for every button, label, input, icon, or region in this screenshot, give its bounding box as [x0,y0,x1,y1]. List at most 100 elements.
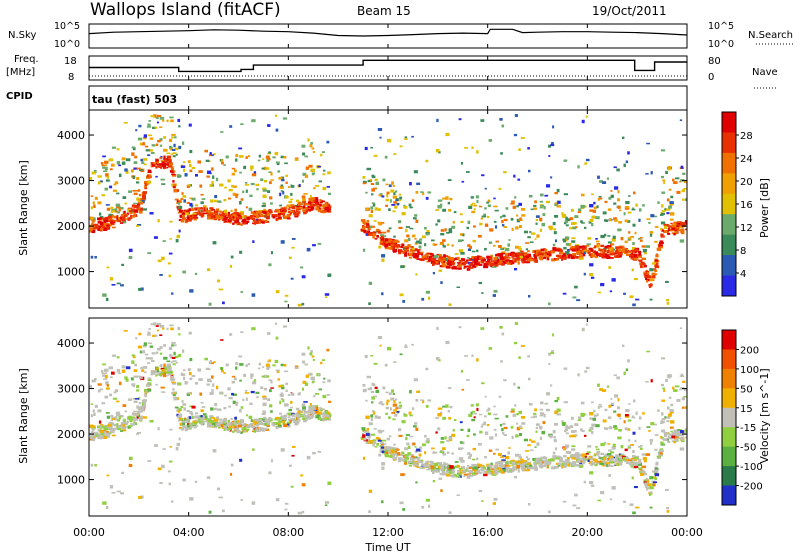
power-echo [147,154,151,157]
freq-tick-hi: 18 [64,56,77,67]
velocity-echo [211,362,214,365]
velocity-echo [452,475,456,478]
velocity-echo [448,511,452,514]
velocity-echo [660,383,664,387]
velocity-echo [265,427,268,430]
power-echo [122,216,126,219]
power-echo [117,216,121,221]
power-echo [433,261,438,265]
velocity-echo [308,406,313,410]
velocity-echo [276,369,280,374]
power-echo [166,166,169,169]
velocity-echo [470,404,474,407]
velocity-echo [133,417,137,420]
power-echo [577,211,581,214]
velocity-echo [380,446,384,449]
power-echo [596,244,600,248]
power-echo [109,277,114,281]
velocity-echo [607,464,611,467]
velocity-echo [572,464,575,467]
power-echo [597,291,601,294]
velocity-echo [514,453,519,457]
power-echo [616,255,621,258]
power-echo [146,175,150,178]
power-echo [645,277,647,280]
velocity-echo [133,422,137,425]
power-echo [611,252,616,256]
power-echo [262,189,267,192]
power-echo [431,239,435,242]
velocity-echo [216,416,220,420]
power-echo [223,220,226,223]
power-echo [317,242,322,245]
velocity-echo [317,413,321,417]
power-echo [371,188,375,192]
power-echo [563,256,567,259]
velocity-echo [139,377,143,379]
power-echo [92,225,96,228]
velocity-echo [235,366,238,370]
velocity-echo [268,471,272,475]
velocity-echo [282,399,285,403]
velocity-echo [131,423,136,426]
velocity-echo [235,402,238,407]
power-echo [317,209,322,213]
velocity-echo [547,461,552,465]
power-echo [302,198,306,202]
velocity-echo [417,457,421,459]
power-echo [237,214,242,217]
velocity-echo [468,470,473,474]
velocity-echo [252,448,255,451]
velocity-echo [177,382,181,385]
power-echo [324,206,329,210]
power-echo [246,216,250,220]
power-echo [414,214,418,217]
power-echo [374,178,378,181]
velocity-echo [110,431,115,434]
power-echo [584,245,587,248]
power-echo [269,181,272,185]
power-echo [540,193,544,197]
velocity-echo [426,441,430,444]
power-echo [399,250,404,253]
velocity-echo [281,415,286,418]
power-echo [409,227,414,230]
velocity-echo [529,467,534,470]
power-echo [517,261,520,265]
power-echo [546,258,550,260]
velocity-echo [437,413,442,417]
power-echo [94,196,98,200]
power-echo [540,248,544,252]
power-echo [113,219,118,222]
power-echo [142,197,147,200]
power-echo [116,192,120,195]
power-echo [327,210,332,213]
velocity-echo [393,443,396,446]
power-echo [316,205,320,207]
power-echo [508,252,512,257]
power-echo [91,222,94,226]
velocity-echo [580,459,585,463]
power-echo [362,176,366,179]
power-echo [101,164,106,167]
noise-hi-right: 10^5 [708,21,734,32]
velocity-echo [390,397,395,401]
velocity-echo [147,460,152,462]
velocity-echo [393,409,397,412]
power-echo [617,228,622,232]
power-echo [385,183,389,186]
power-echo [402,300,406,303]
power-echo [170,146,173,149]
velocity-echo [168,482,171,486]
velocity-echo [156,367,159,371]
power-echo [175,239,179,243]
power-echo [617,190,620,194]
power-echo [372,203,376,207]
power-echo [169,116,174,119]
power-echo [365,224,370,228]
power-echo [520,250,524,253]
power-echo [326,140,330,144]
power-echo [137,137,143,141]
power-echo [418,245,422,249]
power-echo [673,221,678,224]
